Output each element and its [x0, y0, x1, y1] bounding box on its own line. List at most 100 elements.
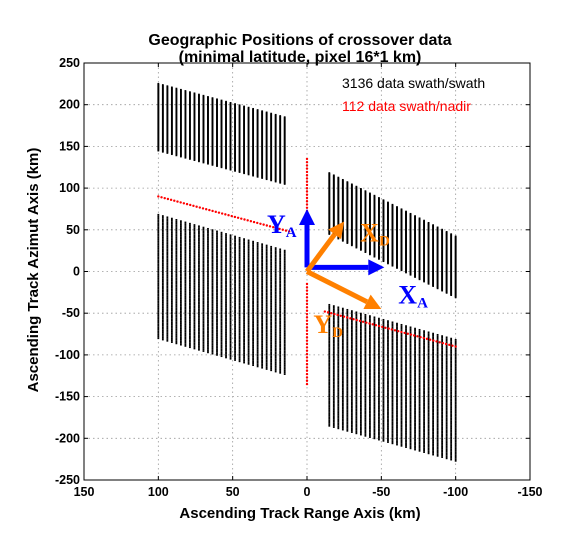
swath-point	[252, 114, 255, 117]
swath-point	[179, 153, 182, 156]
swath-point	[265, 341, 268, 344]
swath-point	[274, 270, 277, 272]
swath-point	[283, 277, 286, 280]
swath-point	[179, 239, 182, 242]
swath-point	[207, 121, 209, 124]
swath-point	[198, 132, 200, 135]
swath-point	[189, 102, 191, 105]
swath-point	[234, 160, 236, 163]
swath-point	[170, 103, 173, 106]
swath-point	[202, 276, 205, 278]
swath-point	[256, 353, 259, 355]
swath-point	[270, 169, 273, 172]
swath-point	[216, 292, 218, 295]
swath-point	[193, 118, 196, 121]
swath-point	[279, 301, 282, 304]
swath-point	[225, 159, 227, 162]
swath-point	[225, 247, 227, 250]
swath-point	[279, 148, 282, 151]
swath-point	[247, 137, 250, 140]
swath-point	[270, 265, 273, 268]
swath-point	[229, 143, 232, 146]
swath-point	[225, 330, 227, 332]
swath-point	[189, 148, 191, 151]
swath-point	[157, 104, 160, 107]
swath-point	[265, 162, 268, 164]
swath-point	[179, 329, 182, 332]
swath-point	[161, 120, 164, 123]
swath-point	[225, 123, 227, 126]
swath-point	[274, 365, 277, 368]
swath-point	[207, 293, 209, 296]
swath-point	[252, 107, 255, 110]
swath-point	[216, 107, 218, 110]
swath-point	[189, 303, 191, 306]
swath-point	[283, 258, 286, 261]
swath-point	[243, 289, 245, 292]
swath-point	[243, 268, 245, 270]
swath-point	[189, 259, 191, 262]
swath-point	[179, 317, 182, 320]
swath-point	[220, 111, 223, 113]
swath-point	[184, 272, 187, 275]
swath-point	[207, 346, 209, 348]
swath-point	[207, 342, 209, 345]
swath-point	[179, 147, 182, 149]
swath-point	[170, 88, 173, 91]
swath-point	[234, 246, 236, 249]
swath-point	[211, 128, 214, 131]
swath-point	[256, 114, 259, 117]
swath-point	[211, 148, 214, 151]
swath-point	[170, 134, 173, 136]
swath-point	[238, 355, 241, 357]
swath-point	[279, 172, 282, 175]
swath-point	[207, 106, 209, 109]
swath-point	[279, 280, 282, 283]
swath-point	[166, 334, 169, 337]
swath-point	[279, 167, 282, 170]
swath-point	[243, 322, 245, 325]
swath-point	[157, 233, 160, 236]
swath-point	[234, 109, 236, 112]
swath-point	[166, 122, 169, 125]
swath-point	[170, 141, 173, 144]
swath-point	[175, 139, 178, 141]
swath-point	[179, 151, 182, 154]
swath-point	[229, 252, 232, 254]
swath-point	[175, 93, 178, 96]
swath-point	[157, 85, 160, 88]
swath-point	[170, 144, 173, 147]
swath-point	[270, 124, 273, 126]
swath-point	[243, 144, 245, 147]
swath-point	[229, 147, 232, 150]
swath-point	[179, 260, 182, 263]
swath-point	[175, 142, 178, 144]
swath-point	[220, 311, 223, 313]
swath-point	[265, 331, 268, 333]
swath-point	[274, 331, 277, 334]
swath-point	[193, 331, 196, 334]
swath-point	[229, 260, 232, 263]
swath-point	[198, 303, 200, 305]
swath-point	[261, 177, 264, 179]
swath-point	[220, 112, 223, 114]
swath-point	[220, 341, 223, 343]
swath-point	[270, 130, 273, 133]
swath-point	[265, 302, 268, 305]
swath-point	[220, 304, 223, 306]
swath-point	[247, 155, 250, 158]
swath-point	[184, 97, 187, 100]
swath-point	[216, 285, 218, 288]
swath-point	[225, 254, 227, 257]
swath-point	[243, 294, 245, 297]
swath-point	[279, 117, 282, 119]
swath-point	[252, 357, 255, 359]
swath-point	[256, 111, 259, 113]
swath-point	[189, 104, 191, 107]
swath-point	[184, 119, 187, 122]
swath-point	[157, 128, 160, 131]
swath-point	[211, 317, 214, 320]
swath-point	[189, 153, 191, 156]
swath-point	[216, 249, 218, 252]
swath-point	[243, 151, 245, 154]
